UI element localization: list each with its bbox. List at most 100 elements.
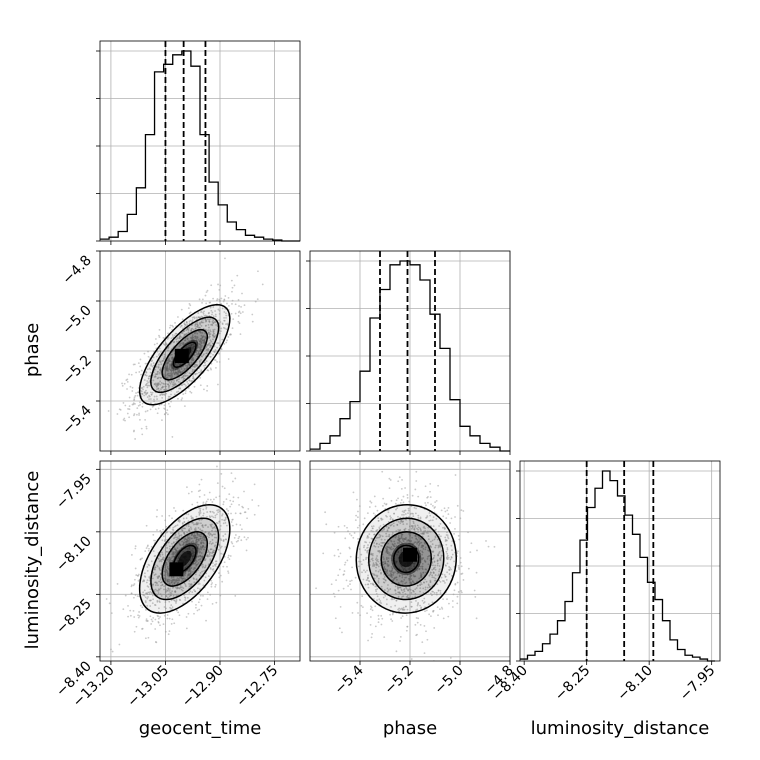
sample-point	[171, 583, 174, 586]
sample-point	[470, 542, 473, 545]
sample-point	[137, 362, 140, 364]
sample-point	[213, 511, 215, 514]
sample-point	[426, 638, 429, 641]
sample-point	[459, 561, 462, 564]
sample-point	[227, 304, 230, 307]
sample-point	[194, 543, 197, 546]
sample-point	[199, 384, 202, 387]
sample-point	[354, 576, 357, 579]
sample-point	[401, 510, 404, 513]
sample-point	[343, 524, 346, 527]
sample-point	[150, 393, 153, 396]
sample-point	[188, 546, 191, 549]
sample-point	[203, 538, 206, 541]
sample-point	[428, 519, 431, 522]
sample-point	[476, 549, 478, 552]
sample-point	[193, 385, 196, 388]
sample-point	[414, 525, 417, 528]
sample-point	[194, 325, 197, 327]
sample-point	[177, 582, 179, 585]
sample-point	[207, 549, 210, 552]
sample-point	[191, 537, 193, 540]
sample-point	[375, 542, 378, 545]
sample-point	[396, 578, 398, 581]
sample-point	[193, 612, 195, 615]
sample-point	[389, 613, 392, 616]
sample-point	[243, 490, 245, 493]
sample-point	[359, 614, 362, 617]
sample-point	[429, 490, 431, 493]
sample-point	[149, 615, 152, 618]
sample-point	[449, 567, 452, 569]
sample-point	[395, 535, 398, 538]
sample-point	[237, 537, 240, 540]
sample-point	[155, 355, 158, 358]
sample-point	[435, 517, 438, 520]
sample-point	[356, 516, 359, 519]
sample-point	[192, 542, 195, 544]
sample-point	[427, 535, 430, 538]
sample-point	[396, 542, 399, 544]
sample-point	[357, 565, 360, 568]
sample-point	[175, 598, 178, 600]
sample-point	[359, 560, 362, 563]
sample-point	[441, 554, 444, 557]
sample-point	[197, 350, 200, 353]
sample-point	[434, 529, 437, 532]
sample-point	[408, 588, 411, 591]
sample-point	[215, 496, 218, 499]
sample-point	[315, 587, 317, 590]
sample-point	[214, 315, 217, 318]
sample-point	[238, 535, 241, 538]
sample-point	[219, 321, 222, 323]
sample-point	[211, 582, 213, 584]
sample-point	[453, 589, 456, 592]
sample-point	[164, 342, 167, 344]
sample-point	[148, 377, 150, 380]
sample-point	[361, 571, 363, 574]
sample-point	[157, 354, 160, 356]
sample-point	[154, 573, 157, 576]
sample-point	[383, 502, 386, 505]
sample-point	[154, 368, 156, 371]
sample-point	[447, 513, 450, 515]
sample-point	[430, 503, 432, 506]
sample-point	[156, 565, 159, 568]
sample-point	[185, 367, 188, 370]
sample-point	[190, 328, 193, 330]
sample-point	[434, 577, 437, 580]
sample-point	[212, 330, 215, 333]
sample-point	[391, 613, 394, 616]
sample-point	[201, 298, 204, 301]
sample-point	[219, 546, 222, 549]
sample-point	[134, 438, 137, 440]
sample-point	[204, 502, 207, 505]
sample-point	[171, 559, 173, 562]
sample-point	[199, 511, 202, 514]
sample-point	[165, 361, 168, 363]
sample-point	[137, 579, 140, 582]
sample-point	[434, 564, 437, 567]
sample-point	[419, 587, 422, 590]
sample-point	[225, 508, 228, 510]
sample-point	[141, 392, 144, 395]
sample-point	[155, 581, 158, 584]
sample-point	[191, 338, 194, 340]
sample-point	[122, 402, 125, 404]
sample-point	[369, 500, 372, 503]
sample-point	[198, 533, 201, 536]
sample-point	[247, 536, 249, 539]
sample-point	[381, 541, 384, 544]
sample-point	[209, 551, 212, 554]
sample-point	[168, 541, 170, 544]
sample-point	[186, 341, 189, 344]
sample-point	[193, 532, 196, 535]
sample-point	[199, 376, 202, 379]
sample-point	[175, 602, 177, 604]
sample-point	[403, 528, 406, 531]
sample-point	[201, 537, 204, 539]
sample-point	[166, 617, 169, 620]
sample-point	[152, 550, 155, 552]
sample-point	[129, 609, 132, 612]
sample-point	[214, 585, 217, 588]
